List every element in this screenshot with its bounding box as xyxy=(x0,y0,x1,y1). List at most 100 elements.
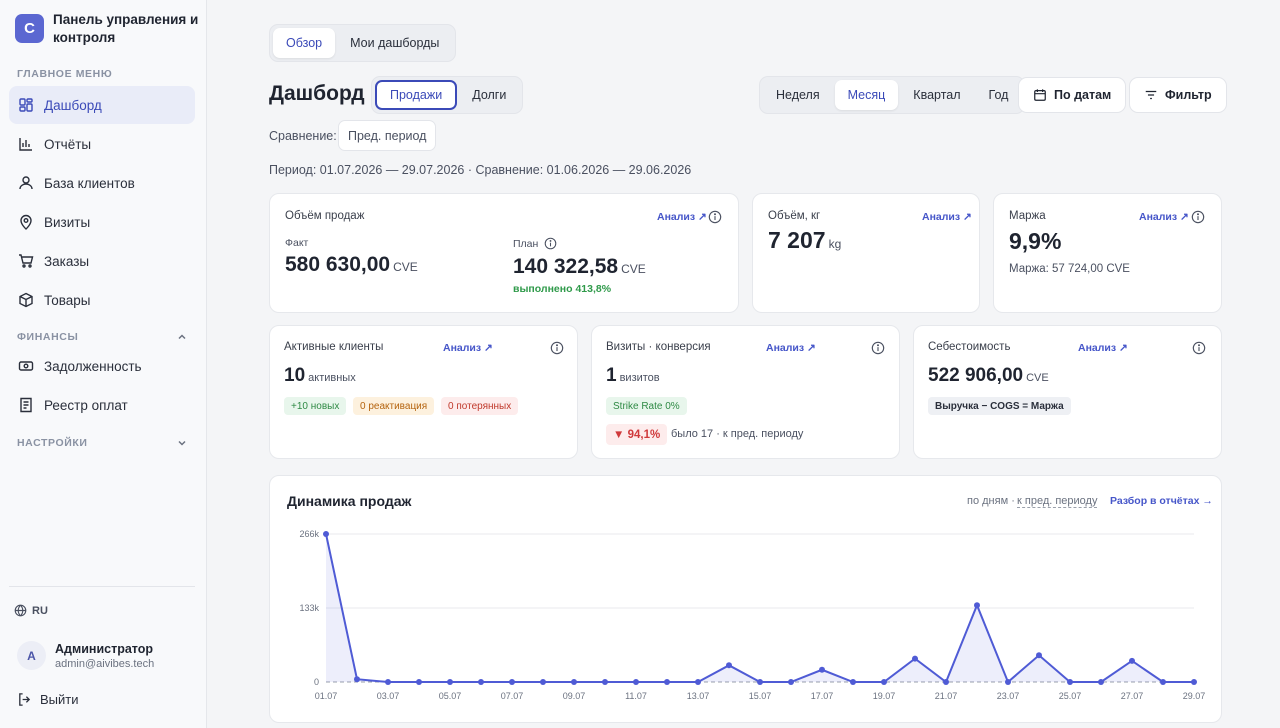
data-point xyxy=(447,679,453,685)
cogs-card: Себестоимость Анализ ↗ 522 906,00 CVE Выр… xyxy=(913,325,1222,459)
sidebar-item-products[interactable]: Товары xyxy=(9,281,195,319)
margin-card: Маржа Анализ ↗ 9,9% Маржа: 57 724,00 CVE xyxy=(993,193,1222,313)
cogs-analysis-link[interactable]: Анализ ↗ xyxy=(1078,342,1128,354)
page-title: Дашборд xyxy=(269,82,365,105)
data-point xyxy=(1098,679,1104,685)
volume-card: Объём, кг Анализ ↗ 7 207 kg xyxy=(752,193,980,313)
cogs-card-title: Себестоимость xyxy=(928,341,1011,353)
tab-overview[interactable]: Обзор xyxy=(273,28,336,58)
clients-analysis-link[interactable]: Анализ ↗ xyxy=(443,342,493,354)
data-point xyxy=(943,679,949,685)
sidebar: C Панель управления и контроля ГЛАВНОЕ М… xyxy=(0,0,207,728)
tab-quarter[interactable]: Квартал xyxy=(913,88,961,102)
data-point xyxy=(571,679,577,685)
y-tick-label: 266k xyxy=(299,529,319,539)
x-tick-label: 15.07 xyxy=(749,691,772,701)
data-point xyxy=(540,679,546,685)
sidebar-item-label: Реестр оплат xyxy=(44,397,128,413)
period-text: Период: 01.07.2026 — 29.07.2026 · Сравне… xyxy=(269,163,692,177)
finance-section-toggle[interactable]: ФИНАНСЫ xyxy=(17,331,187,343)
brand-logo: C xyxy=(15,14,44,43)
strike-rate-badge: Strike Rate 0% xyxy=(606,397,687,415)
user-profile[interactable]: А Администратор admin@aivibes.tech xyxy=(17,641,154,670)
info-icon[interactable] xyxy=(708,210,722,224)
clients-card-title: Активные клиенты xyxy=(284,341,384,353)
sidebar-item-label: Задолженность xyxy=(44,358,142,374)
x-tick-label: 27.07 xyxy=(1121,691,1144,701)
chart-title: Динамика продаж xyxy=(287,493,412,509)
visits-delta-note: было 17 · к пред. периоду xyxy=(671,428,804,440)
data-point xyxy=(1191,679,1197,685)
reactivation-badge: 0 реактивация xyxy=(353,397,435,415)
chart-mode-text: по дням · xyxy=(967,495,1015,507)
data-point xyxy=(633,679,639,685)
comparison-select[interactable]: Пред. период xyxy=(338,120,437,151)
sidebar-item-label: Отчёты xyxy=(44,136,92,152)
x-tick-label: 23.07 xyxy=(997,691,1020,701)
tab-my-dashboards[interactable]: Мои дашборды xyxy=(350,36,440,50)
avatar: А xyxy=(17,641,46,670)
x-tick-label: 29.07 xyxy=(1183,691,1206,701)
settings-section-toggle[interactable]: НАСТРОЙКИ xyxy=(17,437,187,449)
fact-label: Факт xyxy=(285,237,309,249)
banknote-icon xyxy=(18,361,34,371)
tab-sales[interactable]: Продажи xyxy=(375,80,458,110)
filter-button[interactable]: Фильтр xyxy=(1129,77,1227,113)
sales-chart: 266k 133k 0 01.07 03.07 05.07 07.07 09.07 11.07 1… xyxy=(299,529,1206,701)
brand[interactable]: C Панель управления и контроля xyxy=(15,11,200,47)
sidebar-item-label: Товары xyxy=(44,292,91,308)
visits-card-title: Визиты · конверсия xyxy=(606,341,711,353)
data-point xyxy=(1160,679,1166,685)
sidebar-item-visits[interactable]: Визиты xyxy=(9,203,195,241)
box-icon xyxy=(19,292,33,308)
visits-analysis-link[interactable]: Анализ ↗ xyxy=(766,342,816,354)
tab-week[interactable]: Неделя xyxy=(776,88,820,102)
sales-analysis-link[interactable]: Анализ ↗ xyxy=(657,211,707,223)
data-point xyxy=(695,679,701,685)
map-pin-icon xyxy=(20,214,32,230)
margin-card-title: Маржа xyxy=(1009,210,1046,222)
sidebar-item-label: Дашборд xyxy=(44,97,102,113)
volume-value: 7 207 kg xyxy=(768,227,842,253)
info-icon[interactable] xyxy=(1192,341,1206,355)
data-point xyxy=(664,679,670,685)
period-tabs: Неделя Месяц Квартал Год xyxy=(759,76,1026,114)
data-point xyxy=(726,662,732,669)
info-icon[interactable] xyxy=(550,341,564,355)
tab-debts[interactable]: Долги xyxy=(472,88,507,102)
by-dates-button[interactable]: По датам xyxy=(1018,77,1127,113)
sales-card: Объём продаж Анализ ↗ Факт 580 630,00 CVE… xyxy=(269,193,739,313)
compare-period-link[interactable]: к пред. периоду xyxy=(1017,495,1098,508)
info-icon[interactable] xyxy=(871,341,885,355)
data-point xyxy=(1129,657,1135,664)
chevron-down-icon xyxy=(178,440,186,446)
margin-analysis-link[interactable]: Анализ ↗ xyxy=(1139,211,1189,223)
language-switcher[interactable]: RU xyxy=(14,604,48,617)
cogs-formula-badge: Выручка − COGS = Маржа xyxy=(928,397,1071,415)
tab-month[interactable]: Месяц xyxy=(834,80,899,110)
main-menu-label: ГЛАВНОЕ МЕНЮ xyxy=(17,68,113,80)
report-link[interactable]: Разбор в отчётах → xyxy=(1110,495,1213,507)
sidebar-item-clients[interactable]: База клиентов xyxy=(9,164,195,202)
sidebar-item-label: База клиентов xyxy=(44,175,135,191)
language-label: RU xyxy=(32,604,48,617)
x-tick-label: 21.07 xyxy=(935,691,958,701)
x-tick-label: 01.07 xyxy=(315,691,338,701)
sidebar-divider xyxy=(9,586,195,587)
data-point xyxy=(881,679,887,685)
sidebar-item-reports[interactable]: Отчёты xyxy=(9,125,195,163)
logout-button[interactable]: Выйти xyxy=(17,692,79,707)
sidebar-item-dashboard[interactable]: Дашборд xyxy=(9,86,195,124)
sidebar-item-debts[interactable]: Задолженность xyxy=(9,347,195,385)
x-tick-label: 09.07 xyxy=(563,691,586,701)
volume-analysis-link[interactable]: Анализ ↗ xyxy=(922,211,972,223)
visits-delta-badge: ▼ 94,1% xyxy=(606,424,668,445)
info-icon[interactable] xyxy=(1191,210,1205,224)
tab-year[interactable]: Год xyxy=(988,88,1009,102)
plan-value: 140 322,58 CVE xyxy=(513,255,646,278)
info-icon[interactable] xyxy=(544,237,557,250)
data-point xyxy=(478,679,484,685)
sidebar-item-orders[interactable]: Заказы xyxy=(9,242,195,280)
sidebar-item-payments[interactable]: Реестр оплат xyxy=(9,386,195,424)
visits-value: 1 визитов xyxy=(606,365,660,386)
